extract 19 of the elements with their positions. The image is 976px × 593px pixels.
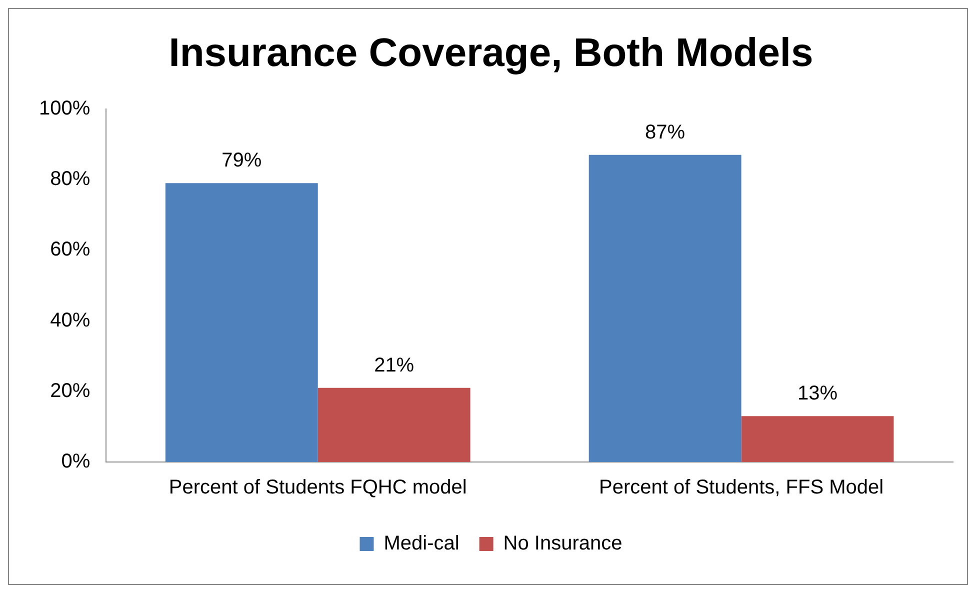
data-label: 13% [797,382,838,405]
y-tick-label: 20% [50,380,90,402]
bar [318,388,470,462]
legend-label: Medi-cal [384,532,460,555]
y-tick-label: 80% [50,168,90,190]
legend-label: No Insurance [503,532,622,555]
bar [588,154,742,462]
y-tick-label: 100% [38,98,90,120]
bar [741,416,894,462]
data-label: 79% [222,150,262,172]
chart-title: Insurance Coverage, Both Models [168,31,814,76]
y-tick-label: 40% [50,309,90,332]
data-label: 87% [645,121,686,144]
y-tick-label: 60% [50,238,90,261]
x-tick-label: Percent of Students FQHC model [168,476,467,499]
bar [165,183,318,462]
data-label: 21% [374,354,414,376]
x-tick-label: Percent of Students, FFS Model [598,476,884,499]
y-tick-label: 0% [61,450,90,473]
